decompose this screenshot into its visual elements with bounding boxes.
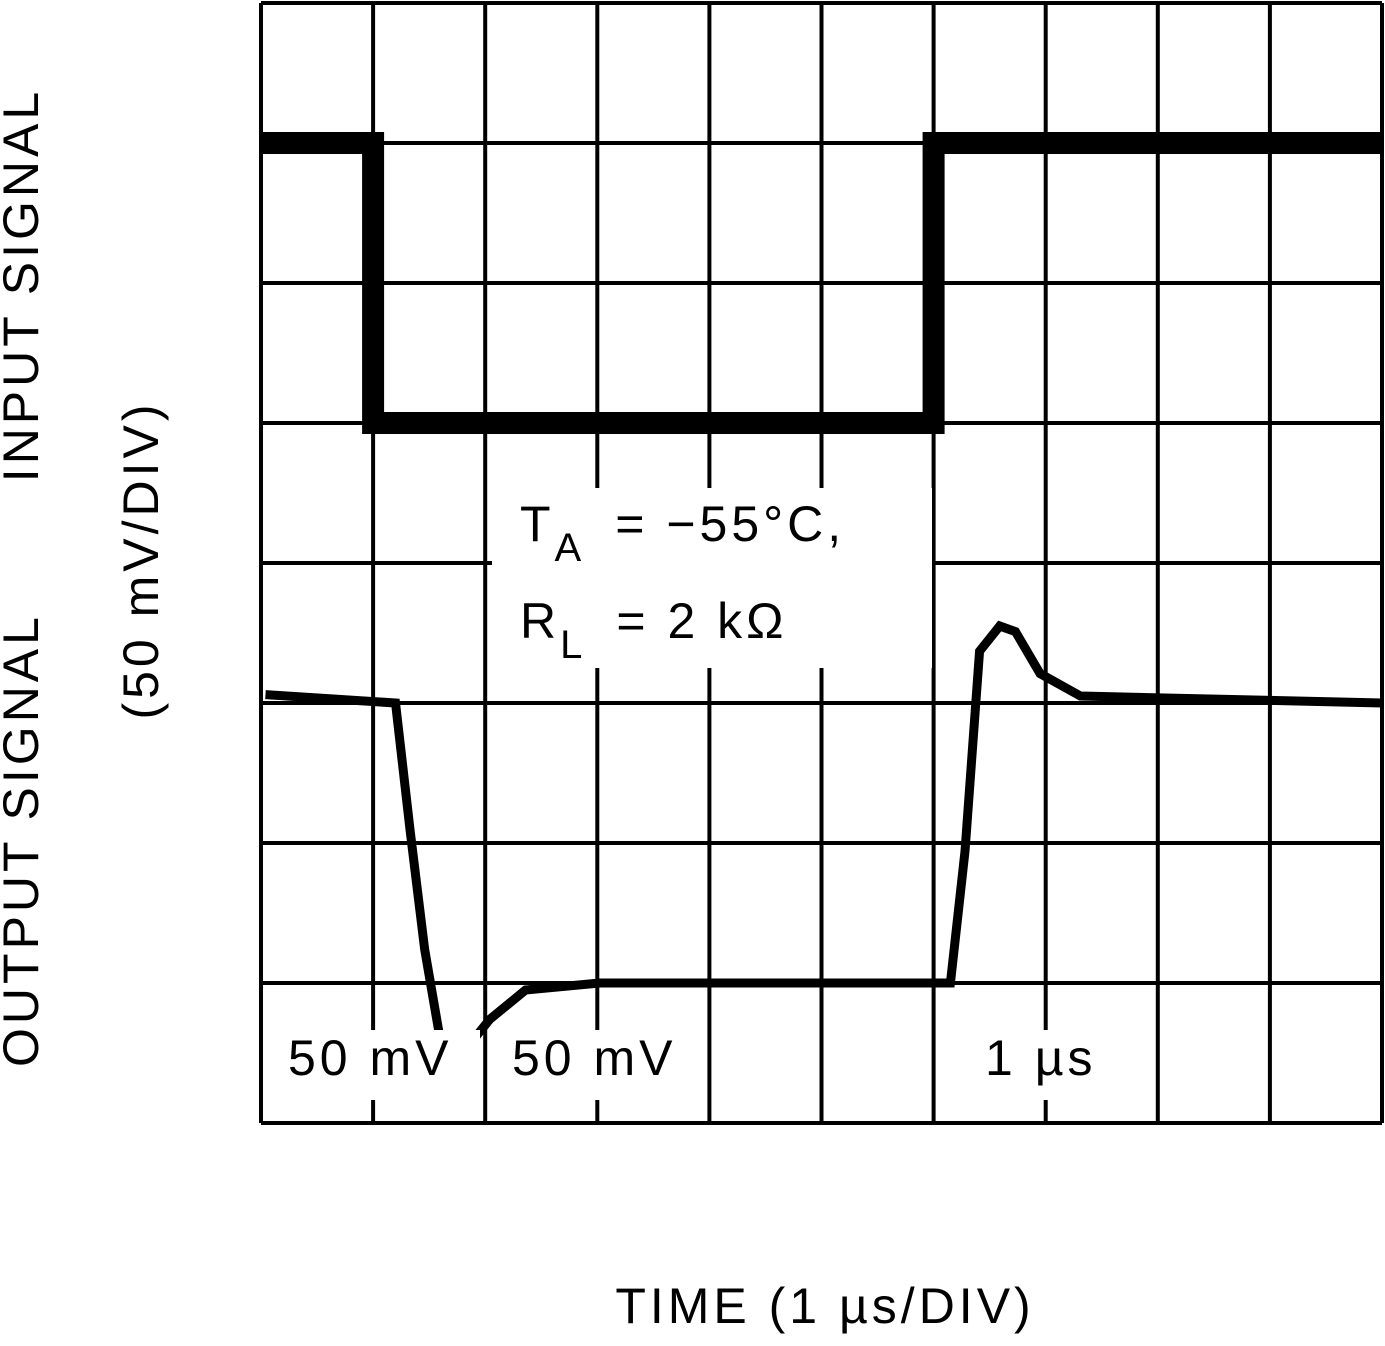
annotation: TA = −55°C,	[520, 496, 845, 569]
annotation-sub: L	[560, 623, 586, 667]
annotation-main: T	[520, 496, 555, 552]
scale-label: 50 mV	[512, 1030, 677, 1086]
y-label: OUTPUT SIGNAL	[0, 613, 49, 1067]
annotation: RL = 2 kΩ	[520, 593, 788, 666]
annotation-rest: = −55°C,	[615, 496, 845, 552]
scale-label: 50 mV	[288, 1030, 453, 1086]
x-label: TIME (1 µs/DIV)	[615, 1278, 1034, 1334]
scale-box	[280, 1030, 480, 1100]
signal-line	[261, 132, 1382, 434]
y-label: INPUT SIGNAL	[0, 88, 49, 482]
annotation-box	[492, 488, 932, 668]
annotation-main: R	[520, 593, 560, 649]
signal-line	[265, 620, 1383, 1065]
annotation-sub: A	[555, 526, 586, 570]
scale-box	[490, 1030, 700, 1100]
annotation-rest: = 2 kΩ	[616, 593, 787, 649]
y-label: (50 mV/DIV)	[113, 400, 169, 719]
scale-label: 1 µs	[985, 1030, 1097, 1086]
plot	[261, 132, 1383, 1065]
scale-box	[970, 1030, 1120, 1100]
